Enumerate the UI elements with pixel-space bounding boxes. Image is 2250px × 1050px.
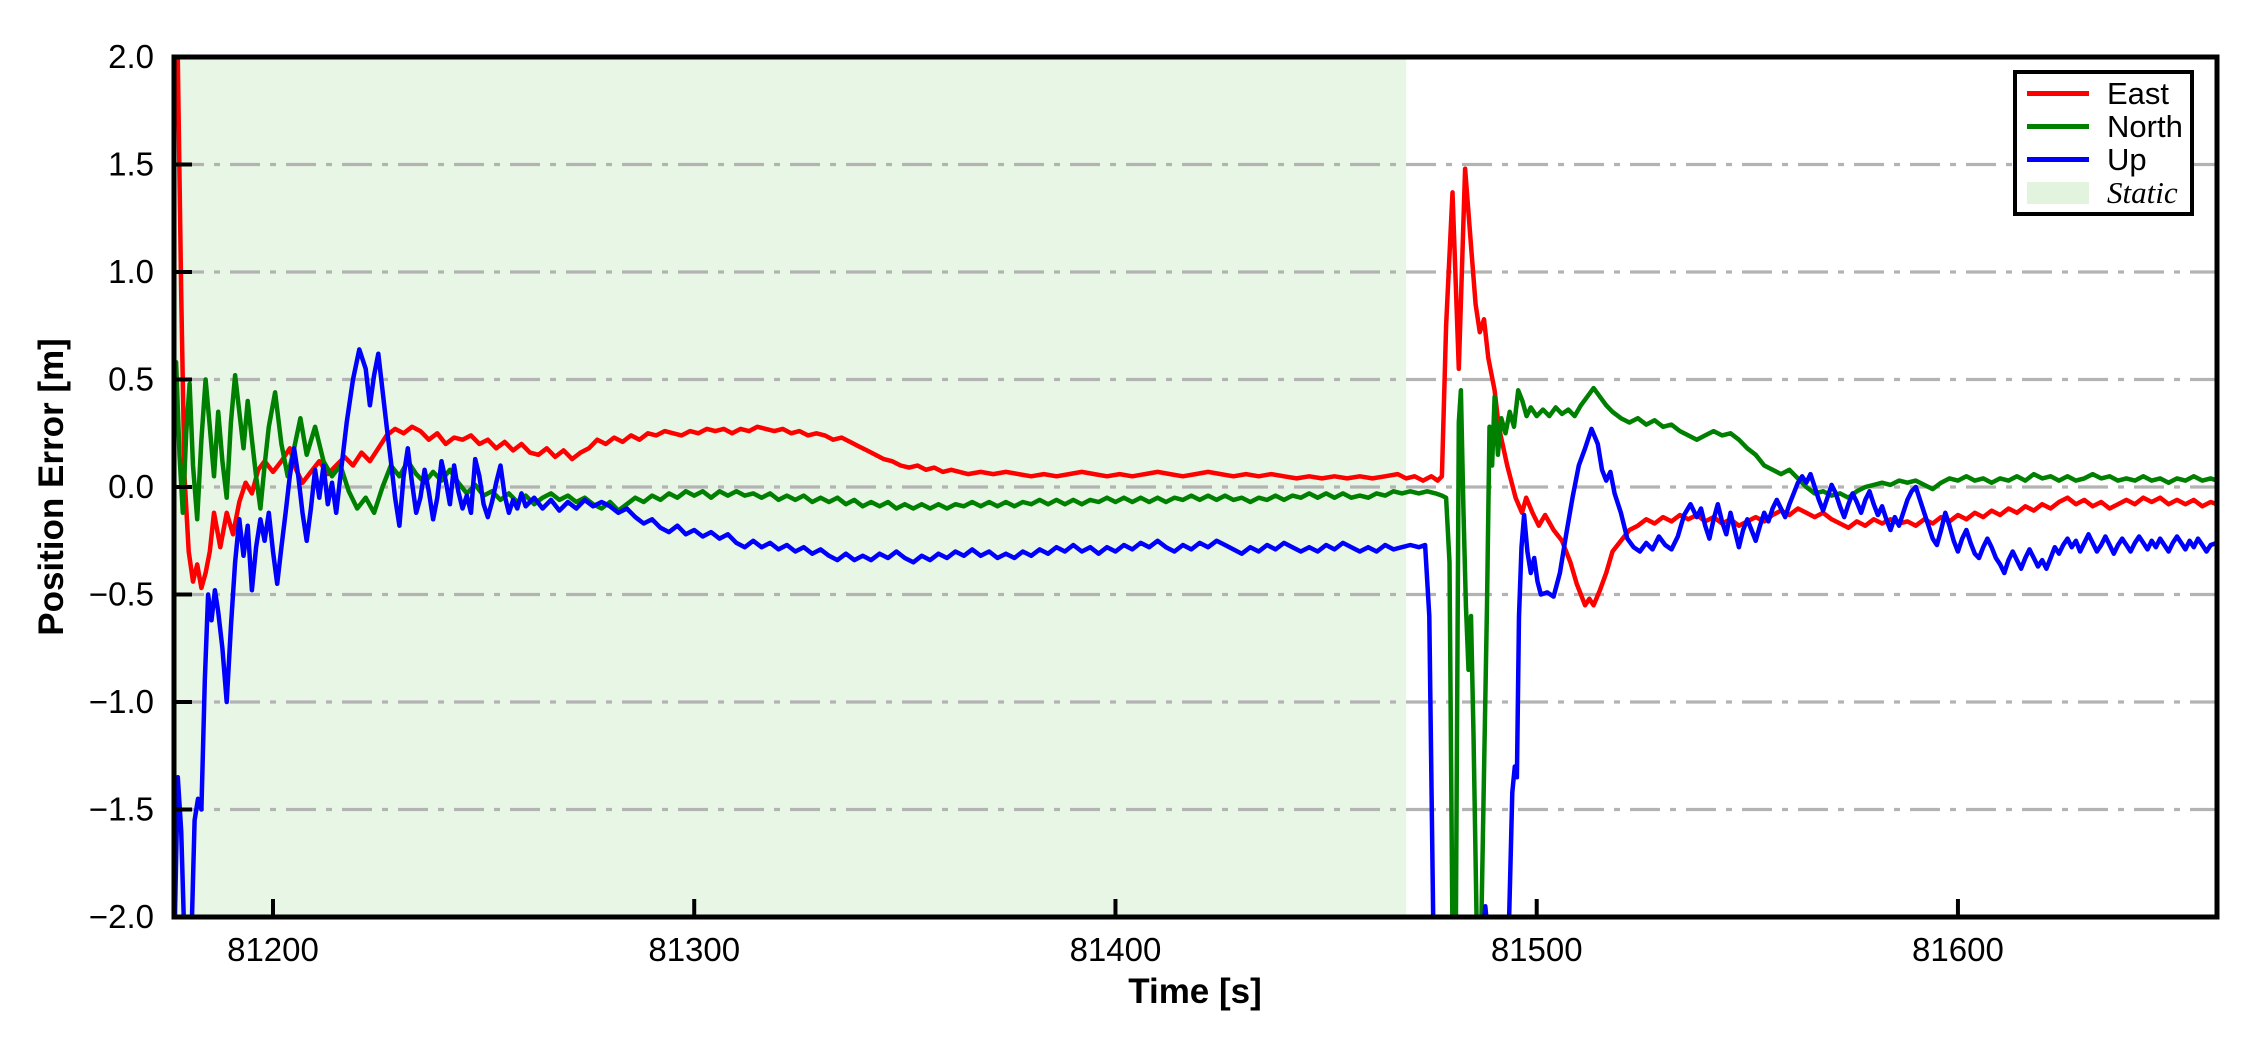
legend-label-north: North <box>2107 109 2183 144</box>
up-line-swatch <box>2027 157 2089 162</box>
legend-entry-north: North <box>2027 110 2190 143</box>
x-axis-label: Time [s] <box>1128 972 1262 1011</box>
static-patch-swatch <box>2027 181 2089 204</box>
y-tick-label-2: 2.0 <box>108 38 154 75</box>
x-tick-label-81200: 81200 <box>227 931 319 968</box>
y-tick-label-0: 0.0 <box>108 468 154 505</box>
y-axis-label: Position Error [m] <box>32 338 71 636</box>
x-tick-label-81300: 81300 <box>648 931 740 968</box>
series-up <box>174 347 2217 917</box>
x-tick-label-81500: 81500 <box>1491 931 1583 968</box>
north-line-swatch <box>2027 124 2089 129</box>
y-tick-label-0.5: 0.5 <box>108 361 154 398</box>
y-tick-label--0.5: −0.5 <box>89 576 154 613</box>
x-tick-label-81600: 81600 <box>1912 931 2004 968</box>
series-east <box>175 57 2217 608</box>
y-tick-label--1: −1.0 <box>89 683 154 720</box>
legend-label-static: Static <box>2107 175 2178 210</box>
legend-entry-static: Static <box>2027 176 2190 209</box>
y-tick-label-1: 1.0 <box>108 253 154 290</box>
legend-entry-up: Up <box>2027 143 2190 176</box>
east-line-swatch <box>2027 91 2089 96</box>
legend-entry-east: East <box>2027 77 2190 110</box>
legend-label-east: East <box>2107 76 2170 111</box>
y-tick-label--2: −2.0 <box>89 898 154 935</box>
x-tick-label-81400: 81400 <box>1070 931 1162 968</box>
legend-label-up: Up <box>2107 142 2147 177</box>
y-tick-label--1.5: −1.5 <box>89 791 154 828</box>
y-tick-label-1.5: 1.5 <box>108 146 154 183</box>
legend: East North Up Static <box>2013 70 2194 216</box>
